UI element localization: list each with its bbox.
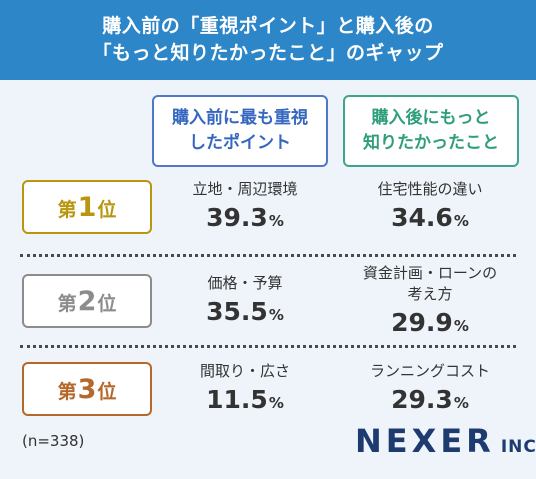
chart-title: 購入前の「重視ポイント」と購入後の 「もっと知りたかったこと」のギャップ (0, 0, 536, 80)
title-line-1: 購入前の「重視ポイント」と購入後の (102, 15, 434, 37)
rank-prefix: 第 (57, 293, 77, 315)
logo-sub: INC. (500, 437, 536, 457)
rank-prefix: 第 (57, 199, 77, 221)
column-header-before-line-2: したポイント (189, 133, 291, 153)
row-divider-1 (20, 254, 516, 257)
before-value: 11.5% (206, 385, 284, 414)
rank-suffix: 位 (97, 381, 117, 403)
column-header-before-line-1: 購入前に最も重視 (172, 108, 308, 128)
after-value: 29.9% (391, 307, 469, 337)
before-value: 35.5% (206, 297, 284, 326)
rank-row-1: 第 1 位 立地・周辺環境 39.3% 住宅性能の違い 34.6% (0, 168, 536, 248)
after-value: 29.3% (391, 385, 469, 414)
rank-prefix: 第 (57, 381, 77, 403)
after-cell-1: 住宅性能の違い 34.6% (335, 168, 525, 248)
before-label: 立地・周辺環境 (192, 180, 298, 198)
rank-number: 3 (77, 374, 97, 405)
before-value: 39.3% (206, 203, 284, 232)
rank-suffix: 位 (97, 293, 117, 315)
rank-badge-2: 第 2 位 (22, 274, 152, 328)
column-header-after-line-2: 知りたかったこと (363, 133, 499, 153)
after-label: 住宅性能の違い (377, 180, 483, 198)
rank-number: 1 (77, 192, 97, 223)
rank-row-2: 第 2 位 価格・予算 35.5% 資金計画・ローンの 考え方 29.9% (0, 262, 536, 342)
after-cell-3: ランニングコスト 29.3% (335, 350, 525, 430)
logo-main: NEXER (355, 422, 495, 460)
before-cell-2: 価格・予算 35.5% (150, 262, 340, 342)
before-cell-3: 間取り・広さ 11.5% (150, 350, 340, 430)
rank-badge-3: 第 3 位 (22, 362, 152, 416)
column-header-after: 購入後にもっと 知りたかったこと (343, 95, 519, 167)
column-header-after-line-1: 購入後にもっと (371, 108, 491, 128)
after-label: 資金計画・ローンの 考え方 (362, 263, 498, 303)
after-value: 34.6% (391, 203, 469, 232)
before-label: 間取り・広さ (199, 362, 290, 380)
title-line-2: 「もっと知りたかったこと」のギャップ (92, 42, 444, 64)
rank-suffix: 位 (97, 199, 117, 221)
after-cell-2: 資金計画・ローンの 考え方 29.9% (335, 262, 525, 342)
rank-badge-1: 第 1 位 (22, 180, 152, 234)
rank-row-3: 第 3 位 間取り・広さ 11.5% ランニングコスト 29.3% (0, 350, 536, 430)
before-label: 価格・予算 (207, 274, 283, 292)
sample-size-note: (n=338) (22, 432, 85, 450)
row-divider-2 (20, 345, 516, 348)
column-header-before: 購入前に最も重視 したポイント (152, 95, 328, 167)
before-cell-1: 立地・周辺環境 39.3% (150, 168, 340, 248)
rank-number: 2 (77, 286, 97, 317)
after-label: ランニングコスト (369, 362, 490, 380)
nexer-logo: NEXER INC. (355, 422, 536, 460)
